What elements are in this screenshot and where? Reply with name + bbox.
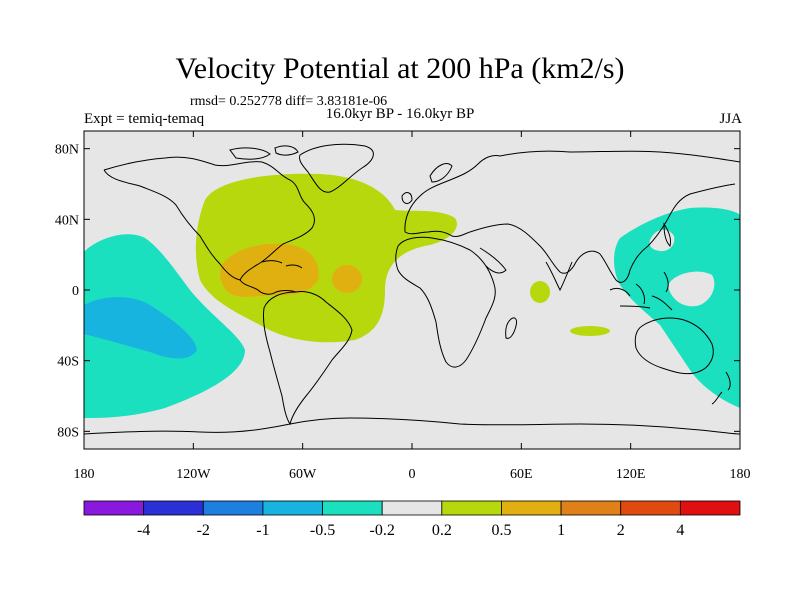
coastline-greenland [299, 143, 374, 193]
coastline-asia [469, 150, 740, 283]
coastline-europe [404, 155, 501, 237]
colorbar-label: 4 [676, 522, 684, 539]
lon-tick-label: 120W [176, 467, 211, 482]
lon-tick-label: 180 [74, 467, 95, 482]
colorbar-swatch [441, 500, 502, 516]
contour-positive-indian-1 [530, 281, 550, 303]
coastline-south-america [263, 291, 353, 426]
colorbar-label: -0.5 [310, 522, 335, 539]
experiment-label: Expt = temiq-temaq [84, 111, 205, 127]
colorbar-swatch [262, 500, 323, 516]
colorbar-swatch [143, 500, 204, 516]
coastline-caribbean [261, 260, 303, 269]
colorbar-swatch [381, 500, 443, 516]
coastline-madagascar [505, 317, 517, 339]
lat-tick-label: 80N [55, 143, 79, 158]
colorbar-label: 0.2 [432, 522, 452, 539]
lon-tick-label: 60W [289, 467, 317, 482]
season-label: JJA [719, 111, 742, 127]
coastline-arabia-india [479, 247, 573, 292]
colorbar-swatch [560, 500, 622, 516]
colorbar-label: -0.2 [370, 522, 395, 539]
coastline-japan [663, 222, 671, 247]
lon-tick-label: 120E [616, 467, 646, 482]
lon-tick-label: 0 [409, 467, 416, 482]
coastline-africa [395, 236, 496, 368]
coastline-new-zealand [711, 371, 731, 405]
contour-negative-westpacific [614, 207, 740, 408]
contour-hole-japan [649, 229, 675, 252]
colorbar-swatch [679, 500, 741, 516]
longitude-axis: 180 120W 60W 0 60E 120E 180 [74, 131, 751, 482]
stats-label: rmsd= 0.252778 diff= 3.83181e-06 [190, 94, 388, 109]
colorbar-swatch [501, 500, 562, 516]
lon-tick-label: 180 [730, 467, 751, 482]
lat-tick-label: 40S [57, 355, 79, 370]
contour-positive-atlantic [195, 173, 458, 343]
colorbar-label: -1 [256, 522, 269, 539]
colorbar-label: 1 [557, 522, 565, 539]
coastlines [84, 143, 740, 435]
lat-tick-label: 0 [72, 284, 79, 299]
colorbar-label: -2 [197, 522, 210, 539]
colorbar-label: 0.5 [491, 522, 511, 539]
colorbar-swatch [322, 500, 383, 516]
lon-tick-label: 60E [510, 467, 533, 482]
colorbar-swatch [202, 500, 264, 516]
latitude-axis: 80N 40N 0 40S 80S [55, 143, 740, 440]
coastline-antarctica [84, 417, 740, 435]
colorbar: -4 -2 -1 -0.5 -0.2 0.2 0.5 1 2 4 [83, 500, 741, 539]
colorbar-swatch [620, 500, 681, 516]
colorbar-label: 2 [617, 522, 625, 539]
coastline-arctic-islands [229, 145, 299, 160]
contour-positive-indian-2 [570, 326, 610, 336]
coastline-north-america [103, 156, 315, 295]
lat-tick-label: 40N [55, 213, 79, 228]
period-label: 16.0kyr BP - 16.0kyr BP [325, 106, 475, 122]
colorbar-swatch [83, 500, 145, 516]
contour-hole-pacific [668, 271, 715, 307]
coastline-australia [634, 317, 714, 375]
lat-tick-label: 80S [57, 425, 79, 440]
coastline-british-isles [401, 163, 453, 204]
contour-negative-pacific-core [84, 297, 197, 359]
plot-title: Velocity Potential at 200 hPa (km2/s) [175, 52, 625, 85]
colorbar-label: -4 [137, 522, 150, 539]
contour-positive-atlantic-spot [332, 265, 362, 293]
coastline-maritime [609, 271, 673, 311]
